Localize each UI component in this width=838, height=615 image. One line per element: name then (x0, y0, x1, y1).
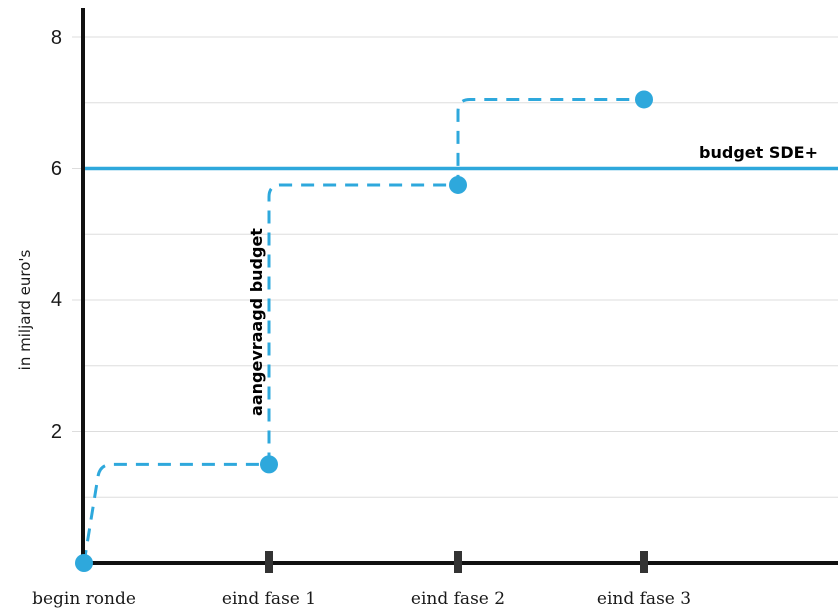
series-layer (82, 97, 838, 564)
x-tick-marker (640, 551, 648, 573)
x-tick-label-eind-fase-2: eind fase 2 (411, 589, 505, 609)
y-tick-label-8: 8 (51, 27, 62, 49)
data-point (635, 90, 653, 109)
y-tick-label-4: 4 (51, 289, 62, 311)
x-tick-marker (454, 551, 462, 573)
y-tick-label-2: 2 (51, 421, 62, 443)
x-tick-marker (265, 551, 273, 573)
x-tick-label-eind-fase-3: eind fase 3 (597, 589, 691, 609)
data-point (75, 554, 93, 572)
marker-layer (75, 90, 653, 573)
aangevraagd-budget-label: aangevraagd budget (247, 228, 266, 416)
data-point (449, 175, 467, 194)
y-tick-label-6: 6 (51, 158, 62, 180)
y-axis-label: in miljard euro's (16, 250, 34, 371)
x-tick-label-eind-fase-1: eind fase 1 (222, 589, 316, 609)
aangevraagd-budget-line (82, 97, 644, 564)
data-point (260, 455, 278, 474)
budget-sde-label: budget SDE+ (699, 143, 818, 162)
x-tick-label-begin-ronde: begin ronde (32, 589, 136, 609)
gridlines (72, 36, 838, 498)
